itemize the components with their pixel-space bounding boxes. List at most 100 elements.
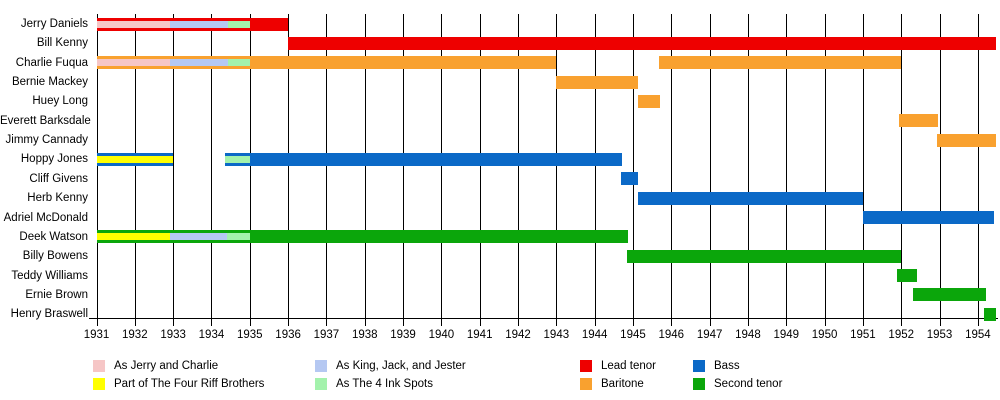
axis-tick-label: 1938: [351, 329, 378, 341]
timeline-bar: [862, 211, 994, 224]
row-label: Herb Kenny: [27, 192, 88, 205]
axis-tick-label: 1943: [543, 329, 570, 341]
year-gridline: [518, 14, 520, 319]
legend-swatch: [580, 360, 592, 372]
year-gridline: [326, 14, 328, 319]
timeline-bar-overlay: [96, 59, 171, 67]
year-gridline: [211, 14, 213, 319]
legend-label: Bass: [714, 360, 740, 372]
axis-tick-label: 1932: [122, 329, 148, 341]
axis-tick-label: 1937: [313, 329, 340, 341]
year-gridline: [479, 14, 481, 319]
row-label: Hoppy Jones: [20, 153, 88, 166]
year-gridline: [709, 14, 711, 319]
axis-tick: [518, 318, 520, 326]
row-label: Cliff Givens: [29, 172, 88, 185]
row-label: Adriel McDonald: [3, 211, 88, 224]
legend-swatch: [315, 378, 327, 390]
row-label: Teddy Williams: [11, 269, 88, 282]
timeline-bar: [620, 172, 638, 186]
axis-tick-label: 1936: [275, 329, 301, 341]
timeline-bar: [224, 152, 623, 166]
year-gridline: [824, 14, 826, 319]
year-gridline: [364, 14, 366, 319]
axis-tick-label: 1953: [926, 329, 953, 341]
row-label: Huey Long: [32, 95, 88, 108]
timeline-bar: [637, 191, 863, 205]
axis-tick-label: 1939: [390, 329, 416, 341]
row-label: Everett Barksdale: [0, 114, 91, 127]
row-label: Henry Braswell: [10, 308, 88, 321]
timeline-bar-overlay: [224, 155, 250, 163]
timeline-bar-overlay: [170, 20, 228, 28]
year-gridline: [671, 14, 673, 319]
axis-tick: [96, 318, 98, 326]
axis-tick: [441, 318, 443, 326]
year-gridline: [939, 14, 941, 319]
timeline-bar: [899, 114, 938, 128]
legend-label: As The 4 Ink Spots: [336, 378, 433, 390]
year-gridline: [96, 14, 98, 319]
row-label: Jimmy Cannady: [5, 134, 88, 147]
legend-swatch: [93, 378, 105, 390]
axis-tick: [862, 318, 864, 326]
timeline-bar: [556, 75, 638, 89]
x-axis-line: [89, 318, 998, 319]
year-gridline: [786, 14, 788, 319]
axis-tick-label: 1933: [160, 329, 186, 341]
row-label: Jerry Daniels: [20, 18, 88, 30]
axis-tick-label: 1946: [658, 329, 685, 341]
year-gridline: [249, 14, 251, 319]
axis-tick: [479, 318, 481, 326]
legend-label: Part of The Four Riff Brothers: [114, 378, 265, 390]
year-gridline: [747, 14, 749, 319]
axis-tick-label: 1944: [581, 329, 608, 341]
timeline-bar: [984, 307, 996, 321]
axis-tick: [134, 318, 136, 326]
year-gridline: [403, 14, 405, 319]
axis-tick-label: 1935: [236, 329, 263, 341]
row-label: Deek Watson: [19, 230, 88, 243]
axis-tick-label: 1948: [735, 329, 761, 341]
row-label: Ernie Brown: [25, 288, 88, 301]
year-gridline: [632, 14, 634, 319]
axis-tick-label: 1931: [83, 329, 110, 341]
timeline-bar: [936, 133, 996, 147]
axis-tick-label: 1945: [620, 329, 646, 341]
axis-tick-label: 1951: [850, 329, 876, 341]
year-gridline: [901, 14, 903, 319]
year-gridline: [862, 14, 864, 319]
legend-swatch: [693, 360, 705, 372]
row-label: Charlie Fuqua: [15, 56, 88, 69]
year-gridline: [977, 14, 979, 319]
axis-tick: [249, 318, 251, 326]
row-label: Bill Kenny: [36, 37, 88, 50]
year-gridline: [288, 14, 290, 319]
axis-tick: [632, 318, 634, 326]
axis-tick-label: 1934: [198, 329, 225, 341]
axis-tick: [594, 318, 596, 326]
axis-tick: [747, 318, 749, 326]
legend-swatch: [580, 378, 592, 390]
axis-tick-label: 1950: [811, 329, 838, 341]
year-gridline: [173, 14, 175, 319]
axis-tick: [288, 318, 290, 326]
axis-tick: [556, 318, 558, 326]
timeline-bar: [897, 269, 917, 283]
axis-tick-label: 1949: [773, 329, 800, 341]
axis-tick: [786, 318, 788, 326]
axis-tick: [709, 318, 711, 326]
legend-swatch: [693, 378, 705, 390]
axis-tick: [173, 318, 175, 326]
timeline-bar: [637, 94, 660, 108]
axis-tick: [977, 318, 979, 326]
axis-tick-label: 1947: [696, 329, 723, 341]
axis-tick: [824, 318, 826, 326]
year-gridline: [134, 14, 136, 319]
timeline-bar-overlay: [170, 233, 227, 241]
legend-swatch: [93, 360, 105, 372]
axis-tick-label: 1952: [888, 329, 915, 341]
axis-tick: [939, 318, 941, 326]
axis-tick: [326, 318, 328, 326]
legend-swatch: [315, 360, 327, 372]
